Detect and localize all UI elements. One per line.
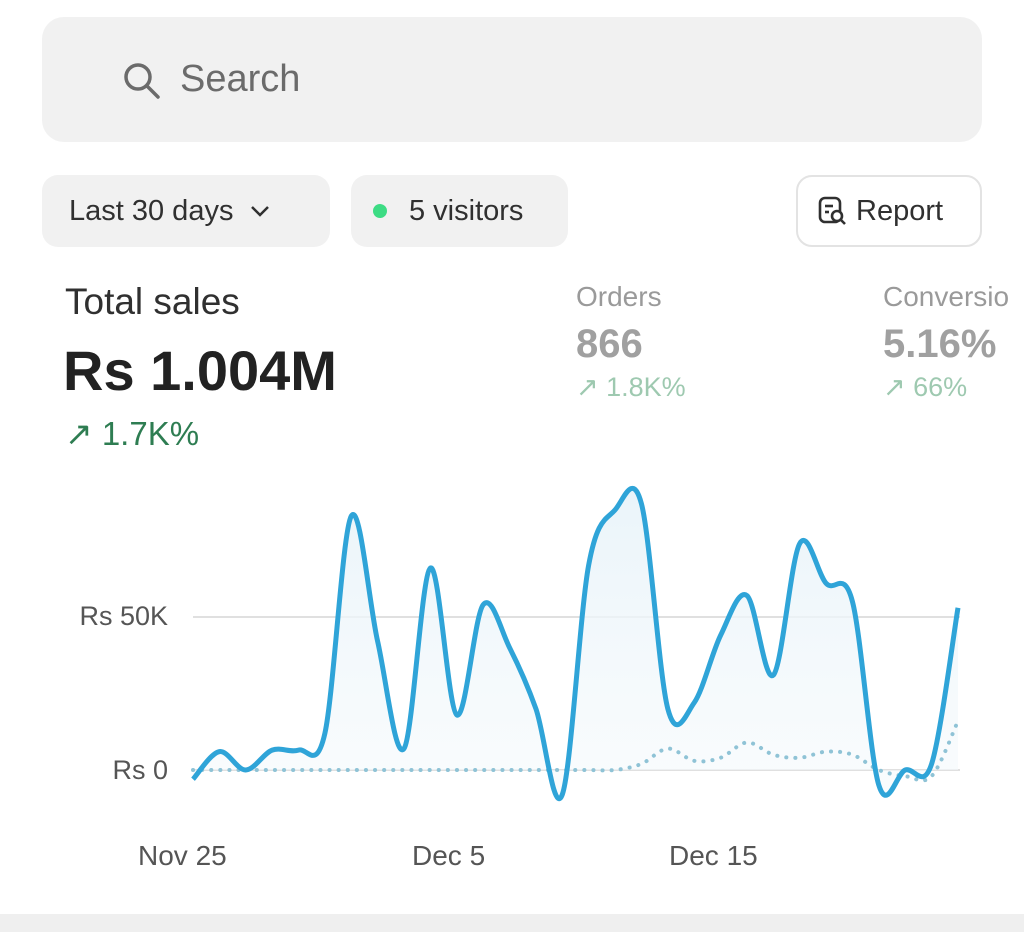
x-tick-label: Dec 15 (669, 840, 758, 871)
total-sales-label: Total sales (65, 281, 240, 322)
report-label: Report (856, 194, 944, 227)
previous-period-line (191, 719, 960, 783)
x-tick-label: Dec 5 (412, 840, 486, 871)
live-dot-icon (373, 204, 387, 218)
total-sales-change: ↗ 1.7K% (65, 414, 199, 453)
total-sales-value: Rs 1.004M (63, 339, 337, 402)
orders-value: 866 (576, 322, 643, 366)
current-period-line (191, 485, 961, 801)
conversion-change: ↗ 66% (883, 372, 967, 403)
report-icon (818, 196, 846, 225)
conversion-value: 5.16% (883, 322, 997, 366)
orders-change: ↗ 1.8K% (576, 372, 686, 403)
sales-area-fill (193, 488, 958, 799)
y-tick-label: Rs 50K (79, 601, 168, 631)
search-placeholder: Search (180, 58, 301, 100)
orders-label[interactable]: Orders (576, 281, 662, 312)
y-tick-label: Rs 0 (112, 755, 168, 785)
conversion-label[interactable]: Conversio (883, 281, 1010, 312)
arrow-up-right-icon: ↗ (883, 372, 914, 402)
orders-change-value: 1.8K% (606, 372, 686, 402)
conversion-change-value: 66% (913, 372, 968, 402)
report-button[interactable]: Report (796, 175, 982, 247)
chevron-down-icon (251, 206, 270, 217)
arrow-up-right-icon: ↗ (576, 372, 607, 402)
date-range-dropdown[interactable]: Last 30 days (42, 175, 330, 247)
arrow-up-right-icon: ↗ (65, 415, 102, 452)
bottom-bar (0, 914, 1024, 932)
date-range-label: Last 30 days (69, 194, 234, 227)
x-tick-label: Nov 25 (138, 840, 227, 871)
search-icon (124, 63, 160, 99)
live-visitors-button[interactable]: 5 visitors (351, 175, 568, 247)
search-input[interactable]: Search (42, 17, 982, 142)
visitors-label: 5 visitors (409, 194, 524, 227)
total-sales-change-value: 1.7K% (101, 415, 200, 452)
